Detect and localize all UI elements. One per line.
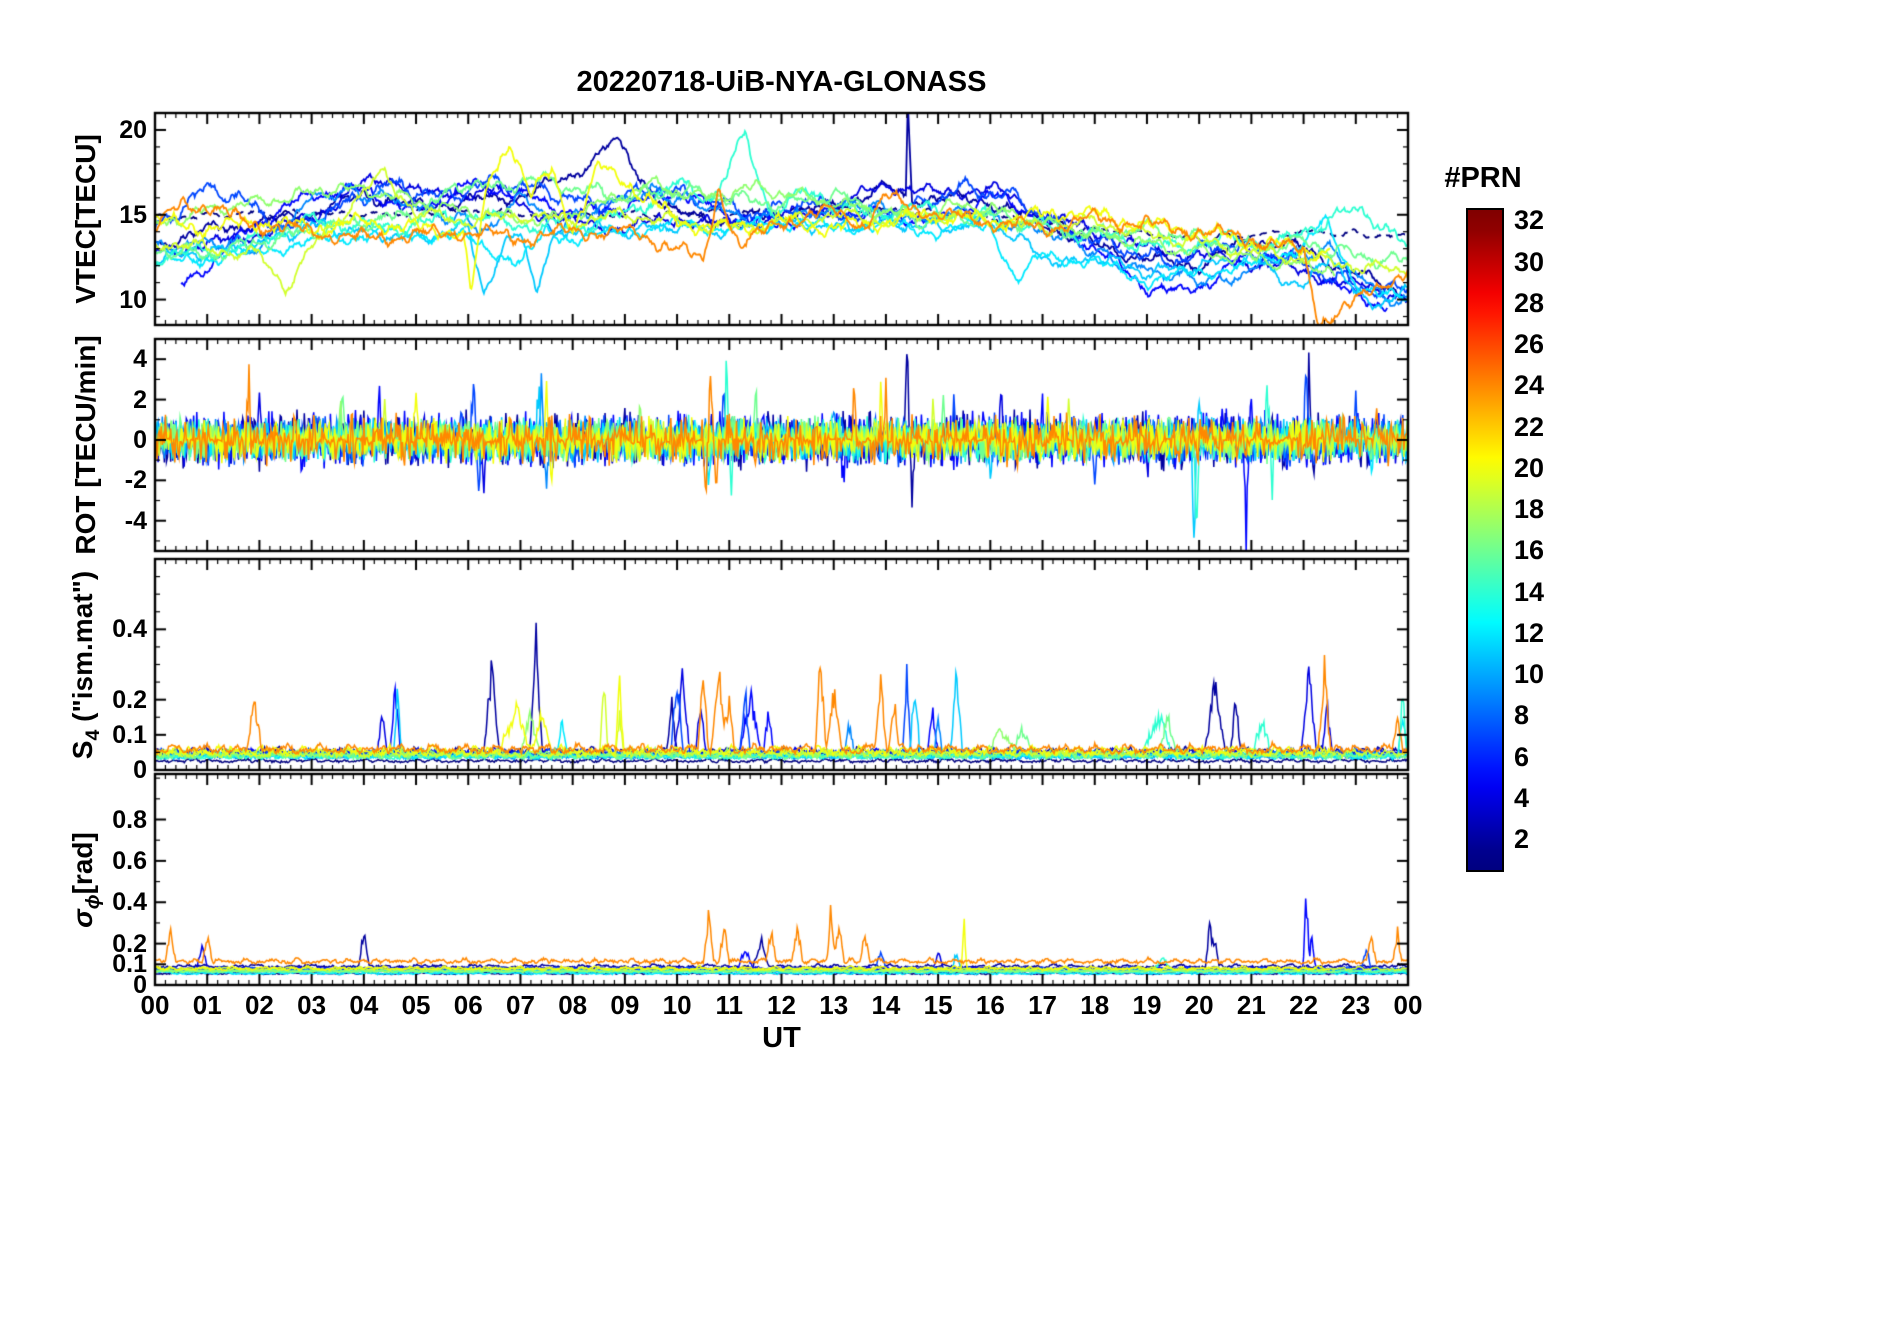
chart-title: 20220718-UiB-NYA-GLONASS xyxy=(576,66,987,98)
x-tick-label: 10 xyxy=(662,990,692,1020)
x-tick-label: 17 xyxy=(1028,990,1057,1020)
x-tick-label: 13 xyxy=(819,990,849,1020)
x-tick-label: 22 xyxy=(1289,990,1319,1020)
x-axis-label: UT xyxy=(762,1022,801,1054)
colorbar-title: #PRN xyxy=(1444,162,1522,194)
colorbar-tick-label: 20 xyxy=(1514,452,1545,483)
y-axis-label-rot: ROT [TECU/min] xyxy=(70,335,101,555)
colorbar-tick-label: 26 xyxy=(1514,329,1545,360)
y-tick-label: 0.8 xyxy=(112,805,147,834)
colorbar-tick-label: 28 xyxy=(1514,287,1545,318)
x-tick-label: 09 xyxy=(610,990,640,1020)
colorbar-tick-label: 4 xyxy=(1514,782,1530,813)
x-tick-label: 02 xyxy=(244,990,274,1020)
y-axis-label-sigma_phi: σϕ[rad] xyxy=(67,831,104,928)
colorbar xyxy=(1466,208,1504,872)
x-tick-label: 04 xyxy=(349,990,379,1020)
y-tick-label: 0.1 xyxy=(112,720,147,749)
y-tick-label: 0.6 xyxy=(112,846,147,875)
y-tick-label: 2 xyxy=(133,385,147,414)
x-tick-label: 08 xyxy=(558,990,588,1020)
x-tick-label: 18 xyxy=(1080,990,1110,1020)
y-tick-label: 0.2 xyxy=(112,929,147,958)
colorbar-tick-label: 32 xyxy=(1514,205,1545,236)
y-tick-label: 4 xyxy=(133,345,147,374)
x-tick-label: 03 xyxy=(297,990,327,1020)
x-tick-label: 05 xyxy=(401,990,431,1020)
x-tick-label: 16 xyxy=(975,990,1005,1020)
colorbar-tick-label: 10 xyxy=(1514,659,1545,690)
y-tick-label: 0 xyxy=(133,971,147,999)
y-axis-label-vtec: VTEC[TECU] xyxy=(70,134,101,304)
y-tick-label: 0.4 xyxy=(112,888,147,917)
x-tick-label: 07 xyxy=(505,990,535,1020)
y-tick-label: 0 xyxy=(133,425,147,454)
y-axis-label-s4: S4 ("ism.mat") xyxy=(67,570,104,759)
x-tick-label: 00 xyxy=(1393,990,1423,1020)
y-tick-label: 0.2 xyxy=(112,685,147,714)
colorbar-tick-label: 18 xyxy=(1514,494,1545,525)
colorbar-tick-label: 8 xyxy=(1514,700,1530,731)
x-tick-label: 19 xyxy=(1132,990,1162,1020)
y-tick-label: 10 xyxy=(119,285,147,314)
x-tick-label: 00 xyxy=(140,990,170,1020)
colorbar-tick-label: 30 xyxy=(1514,246,1545,277)
x-tick-label: 11 xyxy=(715,990,744,1020)
y-tick-label: -4 xyxy=(124,506,147,535)
colorbar-tick-label: 22 xyxy=(1514,411,1545,442)
y-tick-label: 20 xyxy=(119,115,147,144)
colorbar-tick-label: 14 xyxy=(1514,576,1545,607)
x-tick-label: 06 xyxy=(453,990,483,1020)
x-tick-label: 01 xyxy=(192,990,222,1020)
x-tick-label: 21 xyxy=(1236,990,1266,1020)
x-tick-label: 14 xyxy=(871,990,901,1020)
x-tick-label: 15 xyxy=(923,990,953,1020)
colorbar-tick-label: 2 xyxy=(1514,824,1530,855)
colorbar-tick-label: 6 xyxy=(1514,741,1530,772)
colorbar-tick-label: 12 xyxy=(1514,617,1545,648)
y-tick-label: -2 xyxy=(124,466,147,495)
y-tick-label: 0.1 xyxy=(112,950,147,979)
y-tick-label: 15 xyxy=(119,200,147,229)
x-tick-label: 20 xyxy=(1184,990,1214,1020)
colorbar-tick-label: 16 xyxy=(1514,535,1545,566)
colorbar-tick-label: 24 xyxy=(1514,370,1545,401)
x-tick-label: 12 xyxy=(767,990,796,1020)
y-tick-label: 0 xyxy=(133,756,147,784)
x-tick-label: 23 xyxy=(1341,990,1371,1020)
y-tick-label: 0.4 xyxy=(112,615,147,644)
